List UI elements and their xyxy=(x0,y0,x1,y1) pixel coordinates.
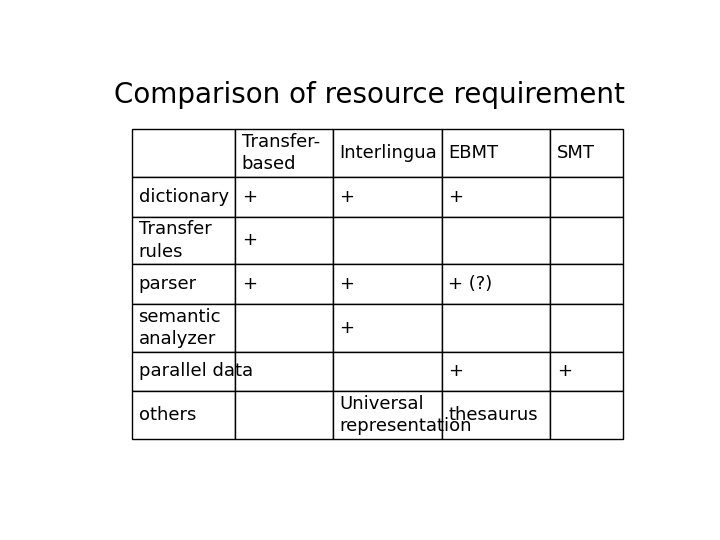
Bar xyxy=(333,177,441,217)
Bar xyxy=(235,217,333,265)
Bar xyxy=(550,265,623,304)
Text: SMT: SMT xyxy=(557,144,595,162)
Bar xyxy=(132,391,235,439)
Bar xyxy=(441,217,550,265)
Bar xyxy=(333,304,441,352)
Bar xyxy=(132,129,235,177)
Bar xyxy=(235,304,333,352)
Text: Interlingua: Interlingua xyxy=(339,144,437,162)
Bar xyxy=(235,391,333,439)
Bar xyxy=(441,177,550,217)
Bar xyxy=(132,177,235,217)
Bar xyxy=(132,217,235,265)
Text: +: + xyxy=(339,188,354,206)
Bar xyxy=(132,304,235,352)
Bar xyxy=(333,391,441,439)
Bar xyxy=(333,217,441,265)
Text: +: + xyxy=(449,188,463,206)
Text: Comparison of resource requirement: Comparison of resource requirement xyxy=(114,82,624,110)
Text: dictionary: dictionary xyxy=(138,188,229,206)
Bar xyxy=(550,217,623,265)
Bar xyxy=(441,129,550,177)
Bar xyxy=(441,352,550,391)
Text: EBMT: EBMT xyxy=(449,144,498,162)
Bar xyxy=(441,304,550,352)
Text: +: + xyxy=(339,275,354,293)
Bar xyxy=(550,129,623,177)
Bar xyxy=(132,265,235,304)
Text: thesaurus: thesaurus xyxy=(449,406,538,424)
Text: others: others xyxy=(138,406,196,424)
Bar xyxy=(235,265,333,304)
Text: Transfer-
based: Transfer- based xyxy=(242,133,320,173)
Bar xyxy=(333,129,441,177)
Text: +: + xyxy=(242,275,257,293)
Text: +: + xyxy=(449,362,463,381)
Text: + (?): + (?) xyxy=(449,275,492,293)
Text: +: + xyxy=(339,319,354,337)
Text: Universal
representation: Universal representation xyxy=(339,395,472,435)
Bar xyxy=(235,352,333,391)
Bar xyxy=(333,265,441,304)
Text: Transfer
rules: Transfer rules xyxy=(138,220,211,261)
Text: parallel data: parallel data xyxy=(138,362,253,381)
Text: parser: parser xyxy=(138,275,197,293)
Text: +: + xyxy=(557,362,572,381)
Bar xyxy=(550,391,623,439)
Bar xyxy=(132,352,235,391)
Text: +: + xyxy=(242,232,257,249)
Bar xyxy=(441,391,550,439)
Bar xyxy=(550,352,623,391)
Text: semantic
analyzer: semantic analyzer xyxy=(138,308,221,348)
Text: +: + xyxy=(242,188,257,206)
Bar xyxy=(550,304,623,352)
Bar xyxy=(235,129,333,177)
Bar xyxy=(441,265,550,304)
Bar xyxy=(333,352,441,391)
Bar xyxy=(550,177,623,217)
Bar xyxy=(235,177,333,217)
